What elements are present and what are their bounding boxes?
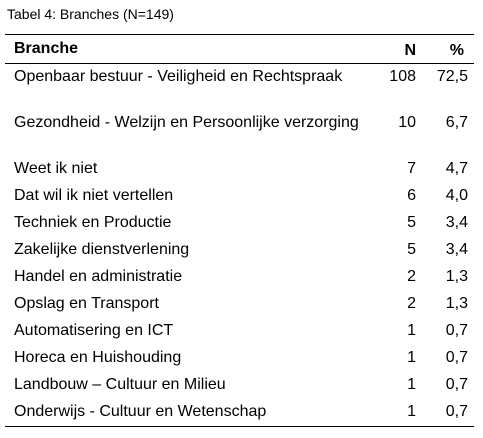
cell-branche: Weet ik niet — [14, 160, 98, 177]
table-row: Horeca en Huishouding 1 0,7 — [5, 345, 474, 372]
table-row: Landbouw – Cultuur en Milieu 1 0,7 — [5, 372, 474, 399]
table-row: Gezondheid - Welzijn en Persoonlijke ver… — [5, 110, 474, 156]
cell-pct: 1,3 — [445, 268, 468, 285]
cell-n: 1 — [407, 349, 416, 366]
cell-n: 6 — [407, 187, 416, 204]
table-row: Dat wil ik niet vertellen 6 4,0 — [5, 183, 474, 210]
table-row: Handel en administratie 2 1,3 — [5, 264, 474, 291]
cell-branche: Handel en administratie — [14, 268, 183, 285]
table-row: Openbaar bestuur - Veiligheid en Rechtsp… — [5, 64, 474, 110]
cell-pct: 6,7 — [445, 114, 468, 131]
table-caption: Tabel 4: Branches (N=149) — [7, 6, 174, 22]
cell-n: 2 — [407, 268, 416, 285]
header-branche: Branche — [14, 40, 79, 57]
table-row: Zakelijke dienstverlening 5 3,4 — [5, 237, 474, 264]
cell-branche: Landbouw – Cultuur en Milieu — [14, 376, 226, 393]
table-row: Weet ik niet 7 4,7 — [5, 156, 474, 183]
cell-pct: 72,5 — [436, 68, 468, 85]
cell-branche: Zakelijke dienstverlening — [14, 241, 190, 258]
cell-pct: 3,4 — [445, 241, 468, 258]
cell-branche: Opslag en Transport — [14, 295, 159, 312]
cell-branche: Openbaar bestuur - Veiligheid en Rechtsp… — [14, 68, 343, 85]
cell-n: 108 — [389, 68, 416, 85]
cell-pct: 1,3 — [445, 295, 468, 312]
header-pct: % — [449, 42, 464, 59]
cell-n: 10 — [398, 114, 416, 131]
cell-branche: Horeca en Huishouding — [14, 349, 182, 366]
header-n: N — [404, 42, 416, 59]
cell-branche: Automatisering en ICT — [14, 322, 174, 339]
cell-n: 1 — [407, 376, 416, 393]
cell-n: 1 — [407, 403, 416, 420]
table-header-row: Branche N % — [5, 35, 474, 64]
cell-pct: 3,4 — [445, 214, 468, 231]
branches-table: Branche N % Openbaar bestuur - Veilighei… — [5, 34, 474, 427]
cell-n: 7 — [407, 160, 416, 177]
cell-pct: 0,7 — [445, 403, 468, 420]
cell-branche: Onderwijs - Cultuur en Wetenschap — [14, 403, 267, 420]
table-row: Automatisering en ICT 1 0,7 — [5, 318, 474, 345]
cell-branche: Gezondheid - Welzijn en Persoonlijke ver… — [14, 114, 359, 131]
table-row: Opslag en Transport 2 1,3 — [5, 291, 474, 318]
cell-pct: 4,0 — [445, 187, 468, 204]
cell-branche: Techniek en Productie — [14, 214, 172, 231]
cell-branche: Dat wil ik niet vertellen — [14, 187, 174, 204]
cell-pct: 4,7 — [445, 160, 468, 177]
cell-pct: 0,7 — [445, 376, 468, 393]
table-row: Techniek en Productie 5 3,4 — [5, 210, 474, 237]
cell-n: 2 — [407, 295, 416, 312]
table-row: Onderwijs - Cultuur en Wetenschap 1 0,7 — [5, 399, 474, 426]
cell-n: 1 — [407, 322, 416, 339]
cell-n: 5 — [407, 214, 416, 231]
cell-pct: 0,7 — [445, 349, 468, 366]
cell-pct: 0,7 — [445, 322, 468, 339]
cell-n: 5 — [407, 241, 416, 258]
